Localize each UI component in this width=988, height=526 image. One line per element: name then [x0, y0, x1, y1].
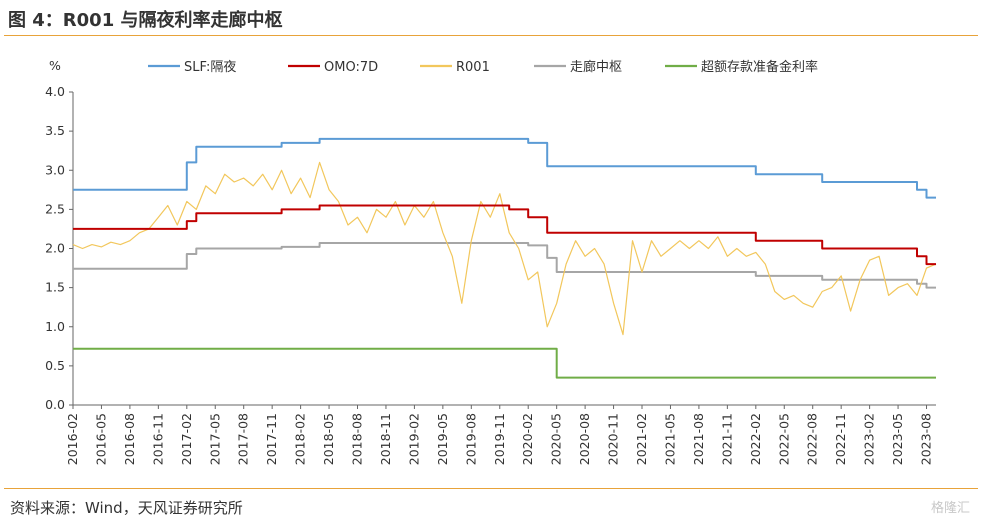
y-tick-label: 2.0 — [45, 241, 65, 256]
x-tick-label: 2019-05 — [435, 413, 450, 465]
chart-legend: SLF:隔夜 OMO:7D R001 走廊中枢 超额存款准备金利率 — [148, 59, 818, 75]
x-tick-label: 2023-08 — [919, 413, 934, 465]
watermark: 格隆汇 — [930, 501, 970, 516]
x-tick-label: 2021-05 — [662, 413, 677, 465]
chart-series — [72, 137, 937, 379]
y-tick-label: 2.5 — [45, 201, 65, 216]
y-tick-label: 3.5 — [45, 123, 65, 138]
x-tick-label: 2021-11 — [719, 413, 734, 465]
x-tick-label: 2018-11 — [378, 413, 393, 465]
top-divider — [4, 35, 978, 36]
x-tick-label: 2020-11 — [606, 413, 621, 465]
x-tick-label: 2017-08 — [236, 413, 251, 465]
x-tick-label: 2020-02 — [520, 413, 535, 465]
y-tick-label: 3.0 — [45, 162, 65, 177]
chart-axes: 0.0 0.5 1.0 1.5 2.0 2.5 3.0 3.5 4.0 2016-02 2016-0… — [45, 84, 936, 465]
x-tick-label: 2016-02 — [65, 413, 80, 465]
x-tick-label: 2022-05 — [776, 413, 791, 465]
series-line-1 — [73, 204, 936, 266]
x-tick-label: 2016-05 — [93, 413, 108, 465]
x-tick-label: 2016-11 — [150, 413, 165, 465]
x-tick-label: 2021-08 — [691, 413, 706, 465]
x-tick-label: 2016-08 — [122, 413, 137, 465]
x-tick-label: 2017-02 — [179, 413, 194, 465]
x-tick-label: 2018-05 — [321, 413, 336, 465]
y-tick-label: 1.0 — [45, 319, 65, 334]
x-tick-label: 2019-11 — [492, 413, 507, 465]
x-tick-label: 2021-02 — [634, 413, 649, 465]
series-line-3 — [73, 242, 936, 289]
y-tick-label: 4.0 — [45, 84, 65, 99]
x-tick-label: 2017-11 — [264, 413, 279, 465]
legend-label-1: OMO:7D — [324, 60, 378, 75]
x-tick-label: 2018-02 — [293, 413, 308, 465]
y-axis-unit-label: % — [49, 58, 61, 73]
series-line-4 — [73, 347, 936, 379]
x-tick-label: 2017-05 — [207, 413, 222, 465]
y-tick-label: 1.5 — [45, 280, 65, 295]
x-tick-label: 2022-08 — [805, 413, 820, 465]
x-tick-label: 2018-08 — [350, 413, 365, 465]
x-tick-label: 2022-11 — [833, 413, 848, 465]
source-note: 资料来源：Wind，天风证券研究所 — [10, 499, 243, 517]
x-tick-label: 2019-02 — [406, 413, 421, 465]
legend-label-2: R001 — [456, 60, 490, 75]
x-tick-label: 2020-08 — [577, 413, 592, 465]
legend-label-0: SLF:隔夜 — [184, 60, 236, 75]
series-line-0 — [73, 137, 936, 199]
bottom-divider — [4, 488, 978, 489]
r001-corridor-chart: SLF:隔夜 OMO:7D R001 走廊中枢 超额存款准备金利率 % 0.0 0.5 1.… — [45, 58, 937, 465]
series-line-2 — [72, 161, 937, 336]
legend-label-4: 超额存款准备金利率 — [701, 59, 818, 75]
legend-label-3: 走廊中枢 — [570, 59, 622, 75]
x-tick-label: 2023-02 — [862, 413, 877, 465]
y-tick-label: 0.5 — [45, 358, 65, 373]
y-tick-label: 0.0 — [45, 397, 65, 412]
x-tick-label: 2023-05 — [890, 413, 905, 465]
figure-title: 图 4：R001 与隔夜利率走廊中枢 — [8, 10, 283, 31]
x-tick-label: 2020-05 — [549, 413, 564, 465]
x-tick-label: 2022-02 — [748, 413, 763, 465]
x-tick-label: 2019-08 — [463, 413, 478, 465]
